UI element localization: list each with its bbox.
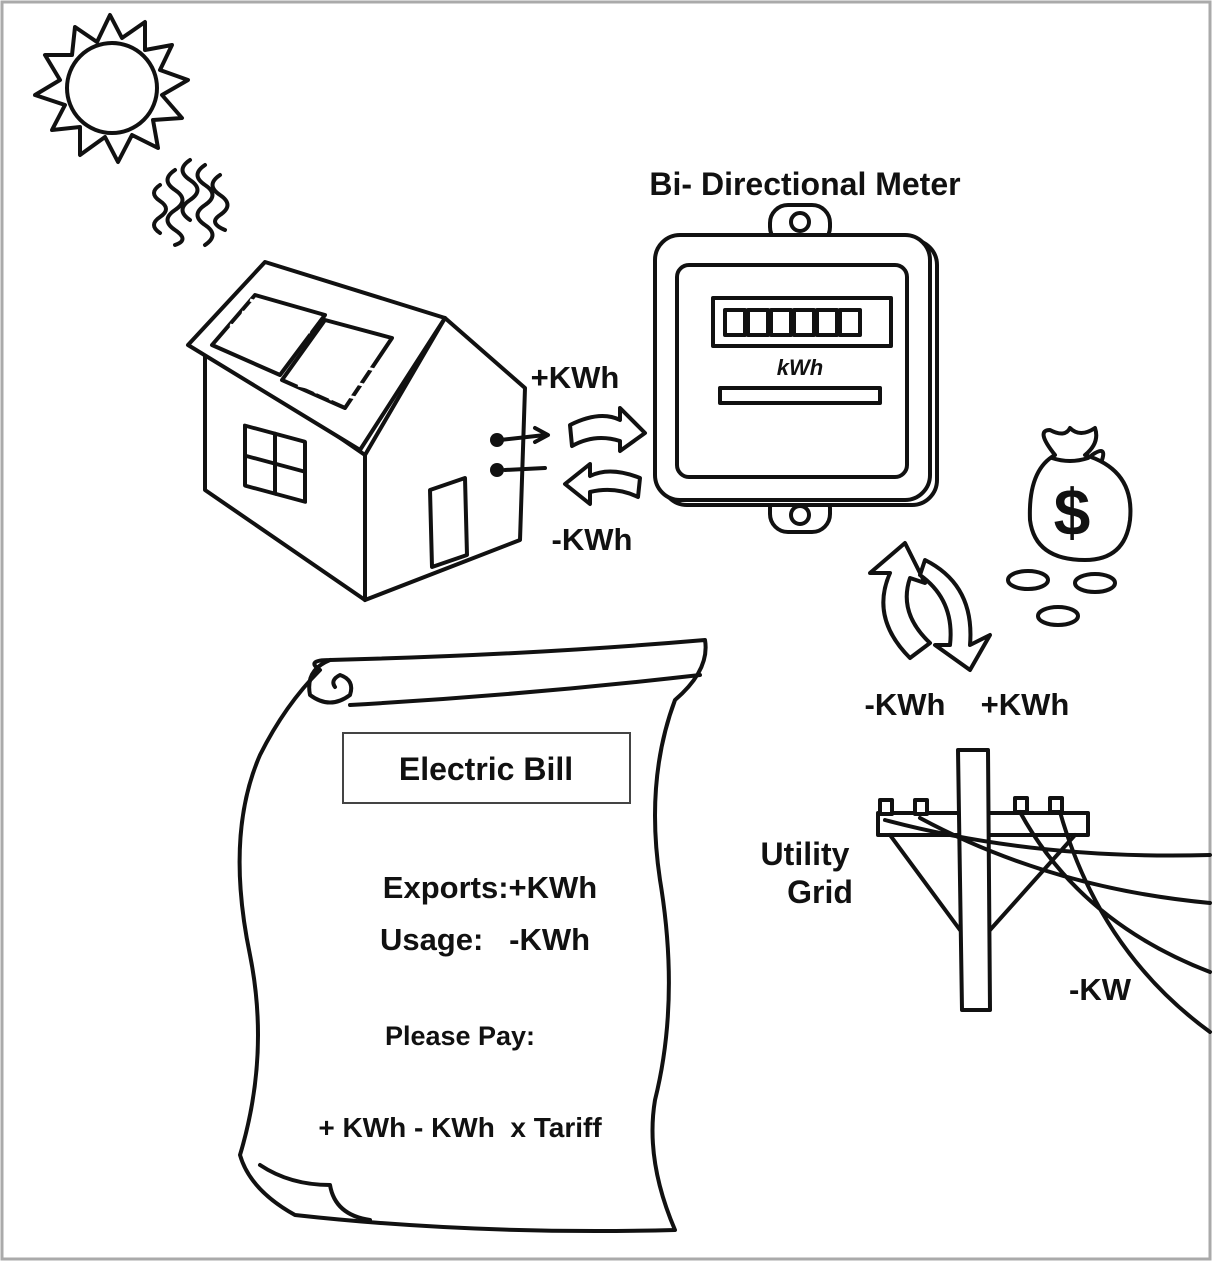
bill-line: Please Pay: bbox=[385, 1021, 535, 1051]
grid-import-label: -KWh bbox=[865, 687, 946, 722]
money-symbol: $ bbox=[1054, 475, 1091, 549]
import-label: -KWh bbox=[552, 522, 633, 557]
bill-line: Usage: -KWh bbox=[380, 922, 590, 957]
meter-unit: kWh bbox=[777, 355, 823, 380]
export-label: +KWh bbox=[531, 360, 620, 395]
grid-name-line2: Grid bbox=[787, 874, 853, 910]
bill-line: Exports:+KWh bbox=[383, 870, 597, 905]
grid-line-label: -KW bbox=[1069, 972, 1132, 1007]
grid-name-line1: Utility bbox=[761, 836, 850, 872]
grid-export-label: +KWh bbox=[981, 687, 1070, 722]
diagram: +KWh -KWh Bi- Directional Meter kWh $ -K… bbox=[0, 0, 1213, 1262]
meter-title: Bi- Directional Meter bbox=[649, 166, 960, 202]
bill-title: Electric Bill bbox=[399, 751, 573, 787]
bill-line: + KWh - KWh x Tariff bbox=[318, 1112, 602, 1143]
